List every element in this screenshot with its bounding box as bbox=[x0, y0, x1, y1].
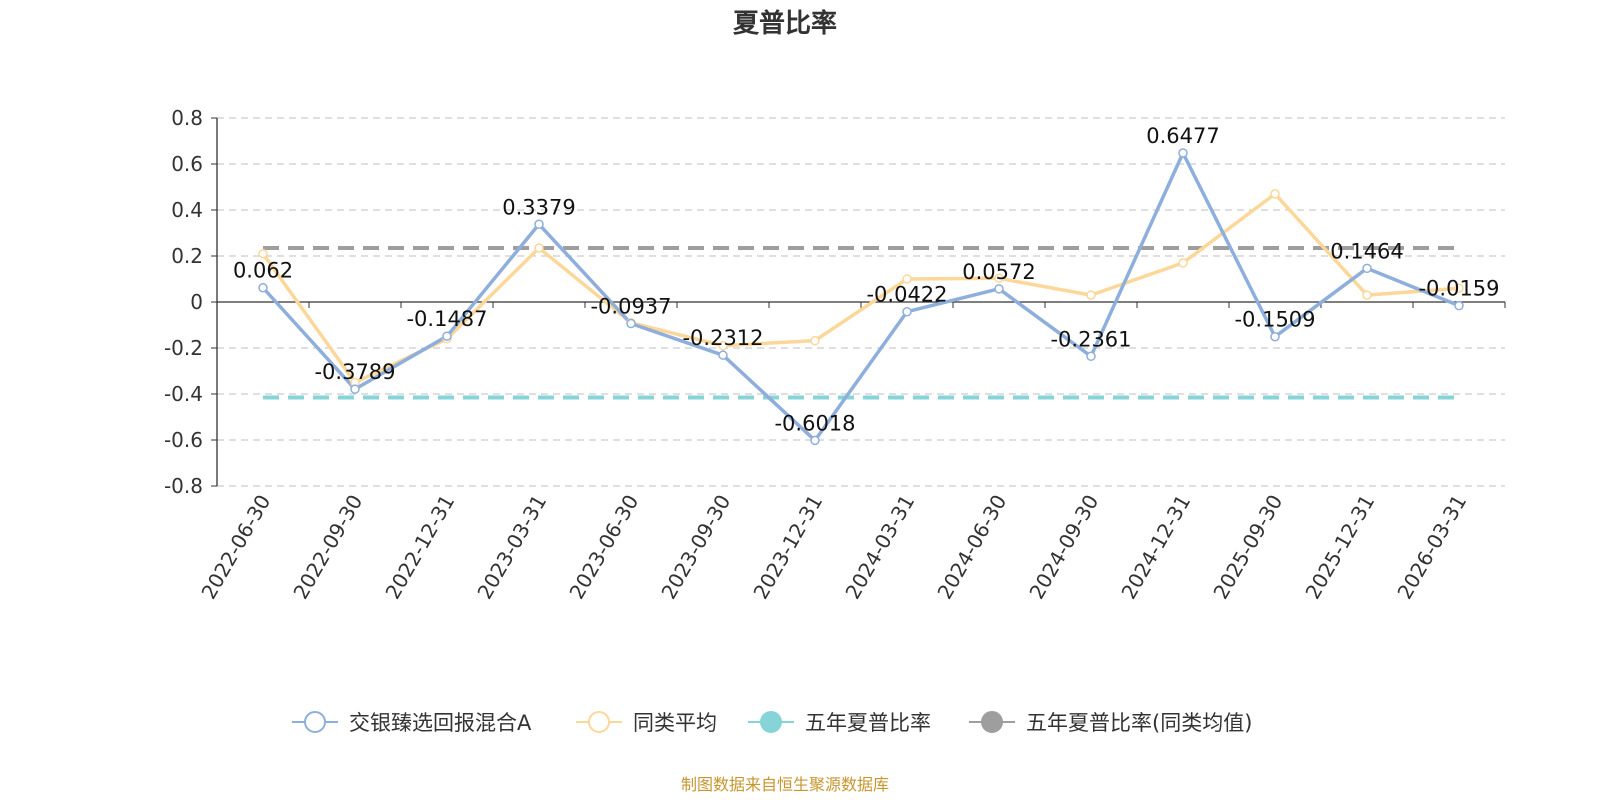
y-tick-label: 0.4 bbox=[171, 198, 203, 222]
data-label: 0.062 bbox=[233, 259, 293, 283]
data-point bbox=[1362, 263, 1372, 274]
legend-label: 同类平均 bbox=[633, 711, 717, 735]
data-label: 0.0572 bbox=[962, 260, 1035, 284]
data-point bbox=[994, 273, 1004, 284]
legend-marker bbox=[981, 711, 1003, 733]
data-label: -0.3789 bbox=[314, 360, 395, 384]
x-tick-label: 2022-06-30 bbox=[196, 491, 275, 604]
data-label: -0.1487 bbox=[406, 307, 487, 331]
data-point bbox=[626, 318, 636, 329]
data-point bbox=[258, 248, 268, 259]
data-point bbox=[350, 384, 360, 394]
x-tick-label: 2022-09-30 bbox=[288, 491, 367, 604]
y-tick-label: -0.2 bbox=[164, 336, 203, 360]
legend-label: 五年夏普比率(同类均值) bbox=[1026, 711, 1252, 735]
x-tick-label: 2024-12-31 bbox=[1116, 491, 1195, 604]
y-tick-label: -0.6 bbox=[164, 428, 203, 452]
data-point bbox=[902, 306, 912, 317]
data-point bbox=[1086, 351, 1096, 362]
legend-marker bbox=[760, 711, 782, 733]
x-tick-label: 2023-03-31 bbox=[472, 491, 551, 604]
data-point bbox=[718, 340, 728, 351]
data-labels: 0.062 -0.3789 -0.1487 0.3379 -0.0937 -0.2312 -… bbox=[233, 124, 1500, 435]
data-point bbox=[1178, 258, 1188, 268]
y-tick-label: 0.2 bbox=[171, 244, 203, 268]
legend-item-2: 五年夏普比率 bbox=[748, 711, 931, 735]
x-tick-label: 2023-12-31 bbox=[748, 491, 827, 604]
legend-marker bbox=[304, 711, 326, 733]
data-label: -0.0422 bbox=[866, 283, 947, 307]
data-point bbox=[718, 350, 728, 360]
y-tick-label: 0.8 bbox=[171, 106, 203, 130]
legend-marker bbox=[588, 711, 610, 733]
data-label: -0.2361 bbox=[1050, 327, 1131, 351]
x-tick-label: 2024-03-31 bbox=[840, 491, 919, 604]
data-label: -0.2312 bbox=[682, 326, 763, 350]
y-tick-label: 0.6 bbox=[171, 152, 203, 176]
data-point bbox=[994, 284, 1004, 294]
series-line-0 bbox=[261, 151, 1460, 443]
data-point bbox=[534, 219, 544, 230]
data-point bbox=[1270, 189, 1280, 199]
legend-label: 交银臻选回报混合A bbox=[349, 711, 532, 735]
legend: 交银臻选回报混合A 同类平均 五年夏普比率 五年夏普比率(同类均值) bbox=[292, 711, 1252, 735]
data-point bbox=[258, 282, 268, 293]
series-lines bbox=[261, 151, 1460, 443]
data-label: -0.6018 bbox=[774, 411, 855, 435]
y-tick-label: -0.4 bbox=[164, 382, 203, 406]
x-tick-label: 2025-09-30 bbox=[1208, 491, 1287, 604]
data-point bbox=[1454, 283, 1464, 293]
x-tick-label: 2022-12-31 bbox=[380, 491, 459, 604]
legend-item-0: 交银臻选回报混合A bbox=[292, 711, 532, 735]
data-point bbox=[1362, 290, 1372, 300]
legend-item-3: 五年夏普比率(同类均值) bbox=[969, 711, 1252, 735]
x-tick-label: 2023-06-30 bbox=[564, 491, 643, 604]
data-point bbox=[1086, 290, 1096, 300]
x-tick-label: 2025-12-31 bbox=[1300, 491, 1379, 604]
y-tick-label: -0.8 bbox=[164, 474, 203, 498]
data-point bbox=[810, 335, 820, 346]
x-tick-label: 2023-09-30 bbox=[656, 491, 735, 604]
data-label: 0.6477 bbox=[1146, 124, 1219, 148]
data-point bbox=[442, 331, 452, 341]
data-point bbox=[534, 243, 544, 253]
legend-label: 五年夏普比率 bbox=[805, 711, 931, 735]
series-points bbox=[258, 148, 1464, 446]
data-label: -0.0937 bbox=[590, 295, 671, 319]
chart-title: 夏普比率 bbox=[733, 8, 837, 39]
data-point bbox=[1270, 331, 1280, 342]
x-tick-label: 2024-09-30 bbox=[1024, 491, 1103, 604]
source-note: 制图数据来自恒生聚源数据库 bbox=[681, 775, 889, 794]
data-label: -0.1509 bbox=[1234, 308, 1315, 332]
y-tick-label: 0 bbox=[190, 290, 203, 314]
legend-item-1: 同类平均 bbox=[576, 711, 717, 735]
data-label: 0.3379 bbox=[502, 195, 575, 219]
data-label: -0.0159 bbox=[1418, 277, 1499, 301]
data-label: 0.1464 bbox=[1330, 239, 1403, 263]
data-point bbox=[1178, 148, 1188, 158]
x-tick-label: 2026-03-31 bbox=[1392, 491, 1471, 604]
data-point bbox=[902, 274, 912, 284]
x-tick-label: 2024-06-30 bbox=[932, 491, 1011, 604]
data-point bbox=[810, 435, 820, 446]
series-line-1 bbox=[261, 192, 1460, 385]
data-point bbox=[1454, 300, 1464, 311]
